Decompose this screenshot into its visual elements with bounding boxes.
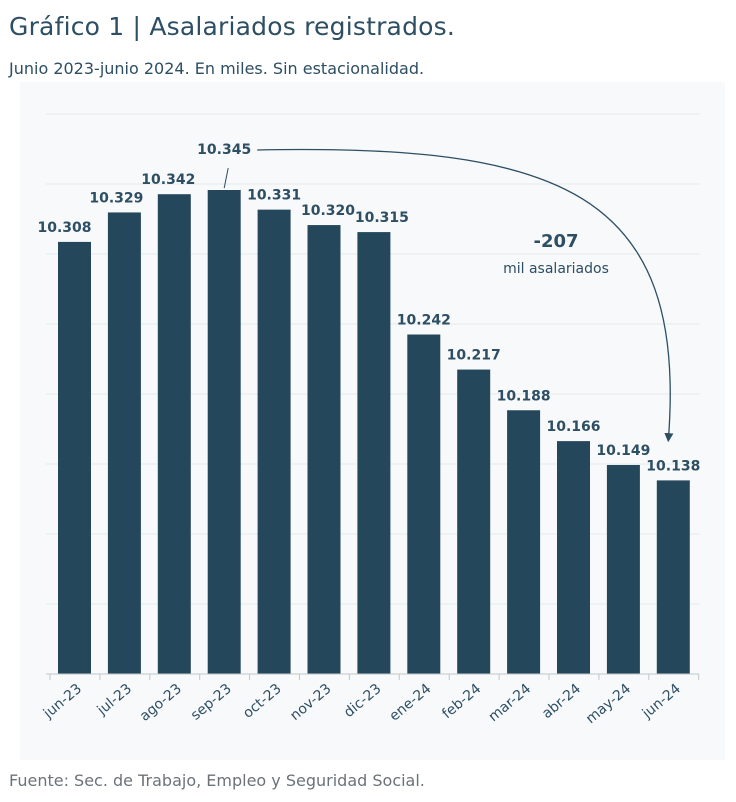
chart-title: Gráfico 1 | Asalariados registrados.: [9, 12, 456, 41]
change-label: mil asalariados: [503, 261, 609, 277]
bar-mar-24: [507, 410, 541, 674]
bar-value-label: 10.149: [596, 443, 650, 459]
bar-jun-24: [656, 480, 690, 674]
bar-value-label: 10.345: [197, 142, 251, 158]
peak-leader-line: [223, 167, 229, 189]
bar-value-label: 10.138: [646, 458, 700, 474]
bar-value-label: 10.331: [247, 188, 301, 204]
bar-value-label: 10.242: [397, 312, 451, 328]
bar-feb-24: [457, 369, 491, 674]
bar-sep-23: [207, 190, 241, 674]
bar-value-label: 10.329: [89, 190, 143, 206]
source-note: Fuente: Sec. de Trabajo, Empleo y Seguri…: [9, 771, 425, 790]
bars: [58, 190, 690, 675]
bar-jun-23: [58, 241, 91, 675]
bar-ago-23: [157, 194, 191, 675]
x-axis-ticks: [49, 674, 700, 680]
bar-abr-24: [557, 441, 590, 674]
bar-may-24: [606, 464, 640, 674]
bar-dic-23: [357, 232, 391, 674]
bar-value-label: 10.188: [497, 388, 551, 404]
bar-value-label: 10.217: [447, 348, 501, 364]
bar-value-label: 10.342: [141, 172, 195, 188]
bar-nov-23: [307, 225, 341, 675]
bar-jul-23: [107, 212, 141, 674]
bar-value-label: 10.166: [546, 419, 600, 435]
chart-subtitle: Junio 2023-junio 2024. En miles. Sin est…: [9, 59, 425, 78]
bar-value-label: 10.320: [301, 203, 355, 219]
bar-value-label: 10.308: [37, 220, 91, 236]
change-arrow: [257, 148, 674, 443]
bar-value-label: 10.315: [355, 210, 409, 226]
change-annotation: -207 mil asalariados: [223, 148, 674, 443]
bar-ene-24: [407, 334, 441, 674]
change-value: -207: [533, 231, 578, 252]
bar-oct-23: [257, 209, 291, 675]
